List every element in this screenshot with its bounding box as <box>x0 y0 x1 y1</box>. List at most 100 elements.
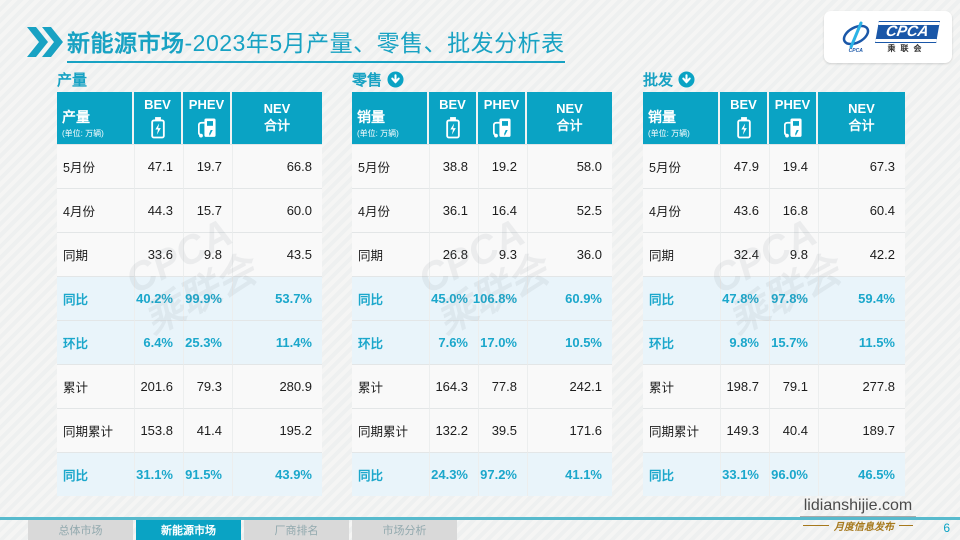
row-label: 同比 <box>57 276 134 320</box>
cell-value: 96.0% <box>769 452 818 496</box>
cell-value: 9.8 <box>183 232 232 276</box>
section-header-production: 产量 <box>57 66 322 92</box>
header-label: 产量 <box>62 109 90 125</box>
cell-value: 19.4 <box>769 144 818 188</box>
cell-value: 52.5 <box>527 188 612 232</box>
cell-value: 59.4% <box>818 276 905 320</box>
cell-value: 40.4 <box>769 408 818 452</box>
cell-value: 66.8 <box>232 144 322 188</box>
cell-value: 11.5% <box>818 320 905 364</box>
cell-value: 43.5 <box>232 232 322 276</box>
column-header-phev: PHEV <box>478 92 527 144</box>
data-table-retail: 销量 (单位: 万辆) BEV PHEV NEV 合计 5月份 38.8 19.2 58.0 4月… <box>352 92 612 496</box>
cell-value: 77.8 <box>478 364 527 408</box>
tab-overall-market[interactable]: 总体市场 <box>28 520 133 540</box>
row-label: 同比 <box>352 276 429 320</box>
column-header-bev: BEV <box>720 92 769 144</box>
column-header-nev: NEV 合计 <box>527 92 612 144</box>
section-header-retail: 零售 <box>352 66 612 92</box>
column-header-bev: BEV <box>429 92 478 144</box>
cell-value: 198.7 <box>720 364 769 408</box>
header-unit: (单位: 万辆) <box>648 129 690 138</box>
row-label: 4月份 <box>643 188 720 232</box>
row-label: 同期累计 <box>643 408 720 452</box>
cell-value: 60.9% <box>527 276 612 320</box>
column-header-label: PHEV <box>774 96 811 112</box>
page-number: 6 <box>943 521 950 535</box>
row-label: 累计 <box>643 364 720 408</box>
cell-value: 79.3 <box>183 364 232 408</box>
table-production: 产量 产量 (单位: 万辆) BEV PHEV NEV 合计 5月份 47.1 19.7 66.8… <box>57 66 322 496</box>
data-table-production: 产量 (单位: 万辆) BEV PHEV NEV 合计 5月份 47.1 19.7 66.8 4月… <box>57 92 322 496</box>
site-url: lidianshijie.com <box>799 497 917 517</box>
site-tagline: 月度信息发布 <box>778 518 938 533</box>
column-header-label: NEV 合计 <box>848 101 875 133</box>
cell-value: 33.6 <box>134 232 183 276</box>
cpca-text: CPCA <box>874 21 940 43</box>
cell-value: 242.1 <box>527 364 612 408</box>
section-header-wholesale: 批发 <box>643 66 905 92</box>
cell-value: 36.1 <box>429 188 478 232</box>
cell-value: 9.3 <box>478 232 527 276</box>
battery-icon <box>734 113 754 141</box>
column-header-label: BEV <box>439 96 466 112</box>
cell-value: 38.8 <box>429 144 478 188</box>
footer-tabs: 总体市场 新能源市场 厂商排名 市场分析 <box>28 520 457 540</box>
table-header-label-cell: 销量 (单位: 万辆) <box>352 92 429 144</box>
cpca-swoosh-icon: CPCA <box>839 21 873 54</box>
down-arrow-icon <box>387 70 404 88</box>
cpca-wordmark: CPCA 乘联会 <box>874 21 940 53</box>
logo-swoosh-caption: CPCA <box>848 47 863 54</box>
row-label: 同期 <box>352 232 429 276</box>
row-label: 同期 <box>57 232 134 276</box>
row-label: 4月份 <box>352 188 429 232</box>
tab-new-energy-market[interactable]: 新能源市场 <box>136 520 241 540</box>
tab-market-analysis[interactable]: 市场分析 <box>352 520 457 540</box>
column-header-label: NEV 合计 <box>263 101 291 133</box>
row-label: 累计 <box>352 364 429 408</box>
column-header-bev: BEV <box>134 92 183 144</box>
cpca-logo: CPCA CPCA 乘联会 <box>824 11 952 63</box>
cell-value: 40.2% <box>134 276 183 320</box>
cell-value: 15.7 <box>183 188 232 232</box>
cell-value: 9.8 <box>769 232 818 276</box>
cell-value: 43.9% <box>232 452 322 496</box>
charger-icon <box>781 113 805 141</box>
association-name: 乘联会 <box>887 44 927 53</box>
cell-value: 277.8 <box>818 364 905 408</box>
cell-value: 46.5% <box>818 452 905 496</box>
down-arrow-icon <box>678 70 695 88</box>
section-label: 批发 <box>643 71 674 89</box>
row-label: 同比 <box>643 452 720 496</box>
footer-rule <box>0 517 960 520</box>
cell-value: 47.8% <box>720 276 769 320</box>
table-wholesale: 批发 销量 (单位: 万辆) BEV PHEV NEV 合计 5月份 47.9 19.4 67.3… <box>643 66 905 496</box>
row-label: 5月份 <box>643 144 720 188</box>
cell-value: 33.1% <box>720 452 769 496</box>
row-label: 4月份 <box>57 188 134 232</box>
table-header-label-cell: 销量 (单位: 万辆) <box>643 92 720 144</box>
column-header-phev: PHEV <box>183 92 232 144</box>
cell-value: 26.8 <box>429 232 478 276</box>
row-label: 5月份 <box>57 144 134 188</box>
page-title: 新能源市场-2023年5月产量、零售、批发分析表 <box>67 24 565 63</box>
cell-value: 189.7 <box>818 408 905 452</box>
row-label: 同期 <box>643 232 720 276</box>
cell-value: 10.5% <box>527 320 612 364</box>
cell-value: 132.2 <box>429 408 478 452</box>
cell-value: 58.0 <box>527 144 612 188</box>
tab-oem-ranking[interactable]: 厂商排名 <box>244 520 349 540</box>
cell-value: 60.0 <box>232 188 322 232</box>
cell-value: 6.4% <box>134 320 183 364</box>
row-label: 同比 <box>57 452 134 496</box>
cell-value: 106.8% <box>473 276 527 320</box>
cell-value: 67.3 <box>818 144 905 188</box>
cell-value: 39.5 <box>478 408 527 452</box>
cell-value: 201.6 <box>134 364 183 408</box>
cell-value: 41.4 <box>183 408 232 452</box>
header-unit: (单位: 万辆) <box>62 129 104 138</box>
cell-value: 11.4% <box>232 320 322 364</box>
cell-value: 36.0 <box>527 232 612 276</box>
title-rest: -2023年5月产量、零售、批发分析表 <box>184 30 565 56</box>
cell-value: 91.5% <box>183 452 232 496</box>
